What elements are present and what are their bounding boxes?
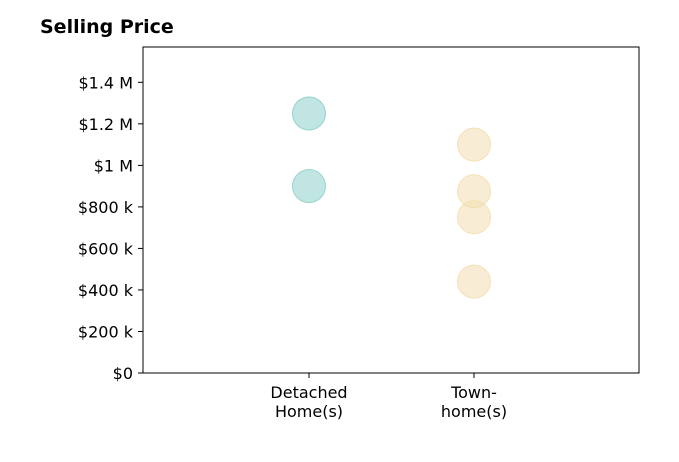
y-axis: $0 $200 k $400 k $600 k $800 k $1 M $1.2 M $1.4… — [78, 73, 143, 383]
y-tick-label: $800 k — [78, 198, 134, 217]
y-tick-label: $1.2 M — [78, 115, 133, 134]
chart-title: Selling Price — [40, 16, 174, 38]
data-point — [457, 200, 491, 235]
data-point — [457, 127, 491, 162]
plot-frame — [142, 46, 640, 374]
y-tick-label: $200 k — [78, 322, 134, 341]
y-tick-label: $600 k — [78, 239, 134, 258]
y-tick-label: $0 — [113, 364, 133, 383]
x-tick-label: home(s) — [441, 402, 507, 421]
data-point — [457, 264, 491, 299]
x-tick-label: Town- — [450, 383, 497, 402]
data-point — [292, 169, 326, 204]
x-tick-label: Home(s) — [275, 402, 343, 421]
y-tick-label: $1 M — [94, 156, 133, 175]
data-points — [292, 96, 491, 299]
y-tick-label: $400 k — [78, 281, 134, 300]
y-tick-label: $1.4 M — [78, 73, 133, 92]
data-point — [292, 96, 326, 131]
x-tick-label: Detached — [270, 383, 347, 402]
